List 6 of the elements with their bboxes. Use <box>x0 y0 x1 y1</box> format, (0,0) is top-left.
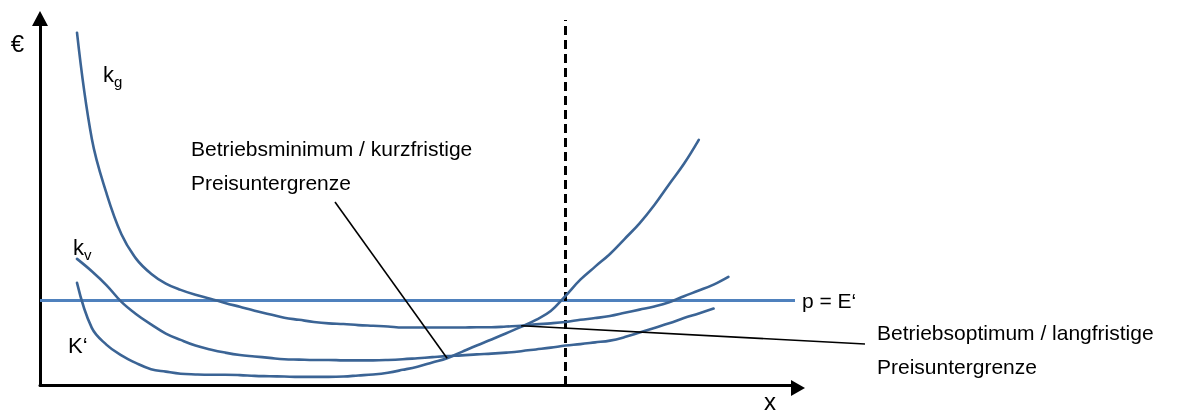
text: Betriebsoptimum / langfristige Preisuntergrenze <box>877 320 1160 378</box>
annotation: Betriebsminimum / kurzfristige Preisuntergrenze <box>191 136 479 194</box>
y-axis-title: € <box>10 29 25 57</box>
x-axis-title: x <box>764 387 776 413</box>
series-label: K‘ <box>68 333 88 359</box>
ref-line-label: p = E‘ <box>802 288 857 312</box>
